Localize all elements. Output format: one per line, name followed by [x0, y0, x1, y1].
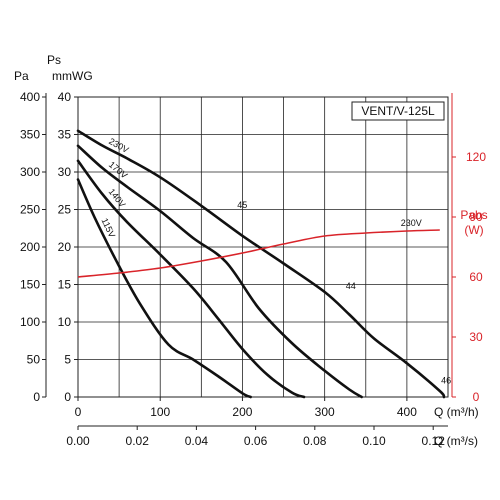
- mmwg-unit-label: mmWG: [52, 69, 93, 83]
- pressure-curve-115v: [76, 178, 252, 399]
- x-m3s-tick-label: 0.06: [244, 434, 268, 448]
- x-m3s-tick-label: 0.12: [422, 434, 446, 448]
- annotation-46: 46: [441, 376, 451, 386]
- mmwg-tick-label: 5: [64, 353, 71, 367]
- power-tick-label: 30: [469, 330, 483, 344]
- pa-tick-label: 250: [20, 203, 40, 217]
- x-m3h-tick-label: 300: [315, 405, 335, 419]
- pa-tick-label: 100: [20, 315, 40, 329]
- mmwg-tick-label: 0: [64, 390, 71, 404]
- annotation-44: 44: [346, 281, 356, 291]
- annotation-45: 45: [237, 200, 247, 210]
- curve-label-140v: 140V: [107, 187, 128, 210]
- mmwg-tick-label: 10: [58, 315, 72, 329]
- pa-tick-label: 350: [20, 128, 40, 142]
- watt-unit-label: (W): [464, 223, 483, 237]
- x-m3s-tick-label: 0.08: [303, 434, 327, 448]
- x-m3h-tick-label: 200: [232, 405, 252, 419]
- x-m3s-tick-label: 0.00: [66, 434, 90, 448]
- pabs-unit-label: Pabs: [460, 208, 487, 222]
- x-m3h-tick-label: 0: [75, 405, 82, 419]
- axes: [42, 93, 456, 430]
- model-label-box: [351, 101, 445, 121]
- x-m3s-tick-label: 0.10: [362, 434, 386, 448]
- mmwg-tick-label: 25: [58, 203, 72, 217]
- pa-tick-label: 400: [20, 90, 40, 104]
- power-tick-label: 60: [469, 270, 483, 284]
- pa-tick-label: 300: [20, 165, 40, 179]
- power-curve-label: 230V: [401, 218, 422, 228]
- pressure-curve-170v: [76, 144, 363, 399]
- mmwg-tick-label: 30: [58, 165, 72, 179]
- x-m3s-axis-label: Q (m³/s): [434, 434, 478, 448]
- pressure-curve-140v: [76, 159, 306, 399]
- pressure-curve-230v: [76, 129, 446, 399]
- model-label: VENT/V-125L: [361, 104, 435, 118]
- x-m3h-axis-label: Q (m³/h): [434, 405, 479, 419]
- pa-tick-label: 0: [33, 390, 40, 404]
- mmwg-tick-label: 35: [58, 128, 72, 142]
- curve-label-170v: 170V: [107, 159, 130, 180]
- series: [76, 129, 446, 399]
- x-m3h-tick-label: 100: [150, 405, 170, 419]
- grid: [77, 96, 449, 398]
- pa-unit-label: Pa: [14, 69, 29, 83]
- ps-unit-label: Ps: [47, 53, 61, 67]
- pa-tick-label: 50: [27, 353, 41, 367]
- pa-tick-label: 150: [20, 278, 40, 292]
- power-curve-230v: [77, 229, 440, 278]
- power-tick-label: 90: [469, 210, 483, 224]
- power-tick-label: 120: [466, 150, 486, 164]
- pa-tick-label: 200: [20, 240, 40, 254]
- x-m3s-tick-label: 0.04: [185, 434, 209, 448]
- labels: 050100150200250300350400Pa05101520253035…: [14, 53, 488, 448]
- power-tick-label: 0: [473, 390, 480, 404]
- mmwg-tick-label: 20: [58, 240, 72, 254]
- mmwg-tick-label: 15: [58, 278, 72, 292]
- mmwg-tick-label: 40: [58, 90, 72, 104]
- x-m3s-tick-label: 0.02: [126, 434, 150, 448]
- x-m3h-tick-label: 400: [397, 405, 417, 419]
